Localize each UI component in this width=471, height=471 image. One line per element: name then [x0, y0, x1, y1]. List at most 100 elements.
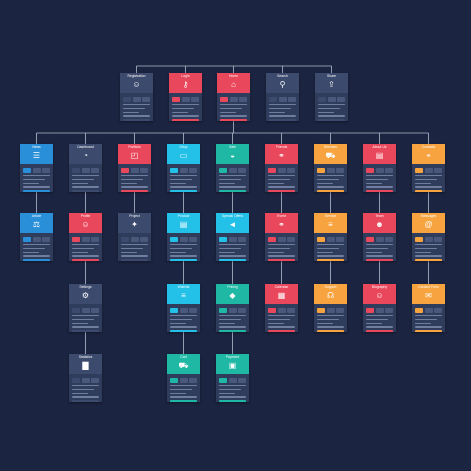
- wireframe-block: [336, 168, 344, 173]
- wireframe-block: [366, 168, 374, 173]
- wireframe-line: [269, 111, 286, 113]
- wireframe-button: [268, 330, 295, 332]
- wireframe-button: [415, 330, 442, 332]
- wireframe-line: [170, 247, 192, 250]
- wireframe-block: [317, 168, 325, 173]
- card-header: Registration ☺: [120, 73, 153, 93]
- page-card-project: Project ✦: [118, 213, 151, 261]
- card-title: Shop: [179, 145, 188, 149]
- wireframe-line: [72, 244, 99, 246]
- wireframe-line: [366, 178, 388, 181]
- wireframe-button: [415, 259, 442, 261]
- piggy-bank-icon: ◒: [230, 151, 235, 160]
- card-wireframe-body: [170, 378, 197, 402]
- wireframe-block: [415, 237, 423, 242]
- wireframe-block: [219, 237, 227, 242]
- wireframe-block: [434, 237, 442, 242]
- card-header: Service ≡: [314, 213, 347, 233]
- page-card-services: Services ⛟: [314, 144, 347, 192]
- wireframe-line: [121, 251, 138, 253]
- wireframe-button: [72, 190, 99, 192]
- tag-icon: ◆: [229, 291, 236, 300]
- wireframe-line: [123, 115, 150, 117]
- card-header: Home ⌂: [217, 73, 250, 93]
- page-card-contacts: Contacts ⌖: [412, 144, 445, 192]
- wireframe-line: [415, 175, 442, 177]
- wireframe-block: [179, 308, 188, 313]
- wireframe-line: [318, 115, 345, 117]
- wireframe-line: [415, 244, 442, 246]
- card-wireframe-body: [415, 168, 442, 192]
- wireframe-line: [219, 244, 246, 246]
- wireframe-line: [268, 175, 295, 177]
- wireframe-block: [288, 97, 296, 102]
- card-title: Settings: [79, 285, 92, 289]
- wireframe-block: [366, 237, 374, 242]
- card-title: Home: [228, 74, 239, 78]
- wireframe-block: [238, 308, 246, 313]
- wireframe-line: [318, 104, 345, 106]
- card-header: Team ☻: [363, 213, 396, 233]
- card-header: Pricing ◆: [216, 284, 249, 304]
- wireframe-block: [32, 168, 41, 173]
- wireframe-line: [219, 186, 246, 188]
- wireframe-line: [219, 247, 241, 250]
- wireframe-line: [23, 247, 45, 250]
- wireframe-line: [269, 104, 296, 106]
- wireframe-block: [191, 97, 199, 102]
- card-wireframe-body: [170, 308, 197, 332]
- wireframe-button: [366, 259, 393, 261]
- wireframe-line: [317, 247, 339, 250]
- wireframe-line: [170, 326, 197, 328]
- card-header: Friends ⚭: [265, 144, 298, 164]
- wireframe-line: [268, 186, 295, 188]
- wireframe-line: [366, 326, 393, 328]
- wireframe-button: [72, 259, 99, 261]
- wireframe-block: [72, 378, 80, 383]
- wireframe-line: [172, 107, 194, 110]
- wireframe-block: [220, 97, 228, 102]
- wireframe-block: [366, 308, 374, 313]
- card-title: Profile: [80, 214, 91, 218]
- card-title: Dashboard: [77, 145, 94, 149]
- user-icon: ☺: [81, 220, 90, 229]
- wireframe-block: [72, 168, 80, 173]
- wireframe-block: [179, 237, 188, 242]
- card-title: Sale: [229, 145, 236, 149]
- card-wireframe-body: [268, 308, 295, 332]
- wireframe-line: [170, 388, 192, 391]
- wireframe-block: [228, 378, 237, 383]
- wireframe-line: [366, 186, 393, 188]
- wireframe-block: [277, 237, 286, 242]
- wireframe-block: [327, 97, 336, 102]
- card-title: Product: [177, 214, 190, 218]
- page-card-biography: Biography ☺: [363, 284, 396, 332]
- wireframe-line: [172, 104, 199, 106]
- wireframe-block: [189, 237, 197, 242]
- wireframe-line: [72, 255, 99, 257]
- wireframe-line: [219, 318, 241, 321]
- wireframe-block: [268, 237, 276, 242]
- card-header: Shop ▭: [167, 144, 200, 164]
- wireframe-block: [170, 237, 178, 242]
- page-card-home: Home ⌂: [217, 73, 250, 121]
- card-title: Portfolio: [128, 145, 141, 149]
- wireframe-line: [72, 315, 99, 317]
- page-card-service: Service ≡: [314, 213, 347, 261]
- wireframe-button: [23, 190, 50, 192]
- card-title: Pricing: [227, 285, 238, 289]
- wireframe-line: [219, 178, 241, 181]
- card-header: Login ⚷: [169, 73, 202, 93]
- card-header: Payment ▣: [216, 354, 249, 374]
- card-title: Share: [326, 74, 337, 78]
- wireframe-block: [336, 308, 344, 313]
- wireframe-line: [269, 115, 296, 117]
- card-wireframe-body: [219, 308, 246, 332]
- wireframe-block: [91, 237, 99, 242]
- card-header: Statistics ▇: [69, 354, 102, 374]
- megaphone-icon: ◄: [228, 220, 237, 229]
- wireframe-block: [277, 168, 286, 173]
- wireframe-line: [170, 182, 187, 184]
- wireframe-line: [23, 244, 50, 246]
- wireframe-block: [72, 308, 80, 313]
